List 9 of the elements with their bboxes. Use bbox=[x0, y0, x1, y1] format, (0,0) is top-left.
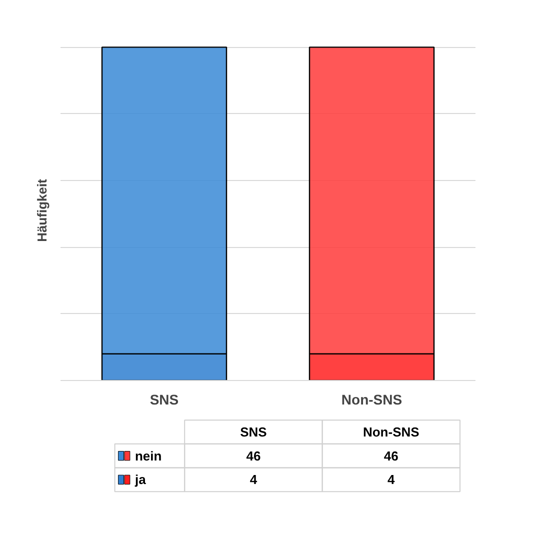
data-label: 4 bbox=[250, 472, 258, 488]
y-axis-title: Häufigkeit bbox=[34, 178, 50, 242]
legend-label: nein bbox=[134, 448, 162, 464]
legend-label: ja bbox=[134, 472, 147, 488]
category-label: Non-SNS bbox=[362, 424, 420, 440]
data-label: 46 bbox=[384, 448, 398, 464]
data-label: 4 bbox=[388, 472, 396, 488]
data-label: 46 bbox=[246, 448, 261, 464]
category-label: SNS bbox=[240, 424, 267, 440]
